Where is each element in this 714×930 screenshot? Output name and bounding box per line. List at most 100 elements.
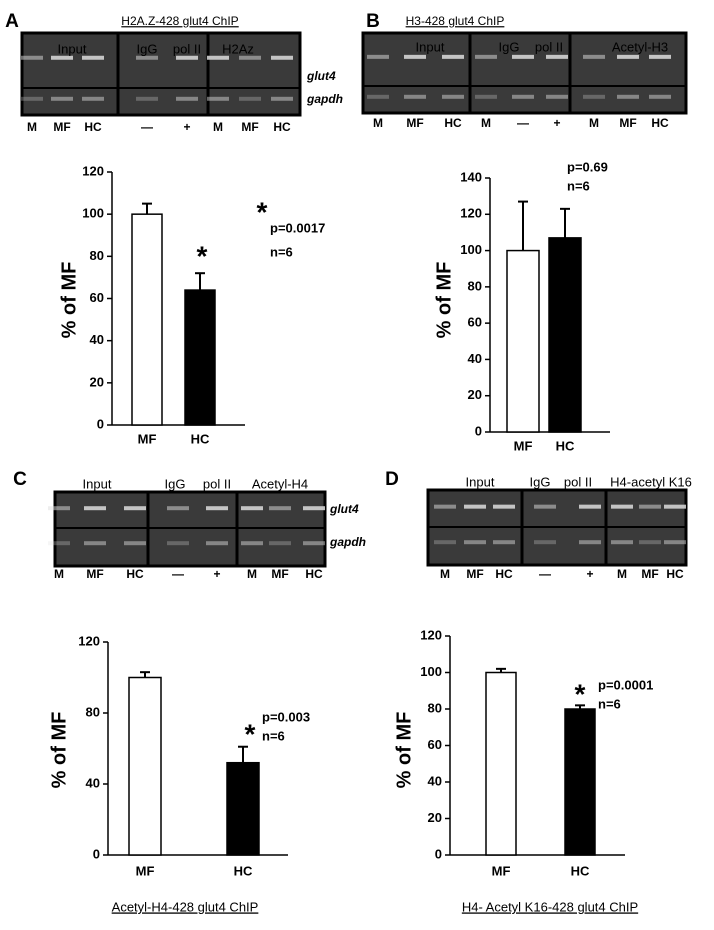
gel-band — [136, 96, 158, 101]
gel-group-label: Input — [416, 39, 445, 54]
gel-band — [664, 504, 686, 509]
lane-label: MF — [406, 116, 423, 130]
lane-label: M — [247, 567, 257, 581]
y-tick-label: 40 — [90, 332, 104, 347]
gel-band — [404, 54, 426, 59]
gel-group-label: IgG — [137, 41, 158, 56]
gel-band — [124, 541, 146, 546]
bar — [564, 708, 596, 856]
gel-band — [611, 540, 633, 545]
gel-band — [434, 540, 456, 545]
bar — [548, 237, 582, 433]
figure-caption: H4- Acetyl K16-428 glut4 ChIP — [462, 899, 638, 914]
annotation: p=0.69 — [567, 159, 608, 174]
gel-band — [167, 506, 189, 511]
gel-group-label: Acetyl-H4 — [252, 476, 308, 491]
gel-row-label: gapdh — [306, 92, 343, 106]
y-tick-label: 120 — [460, 206, 482, 221]
y-tick-label: 120 — [420, 627, 442, 642]
bar — [184, 289, 216, 426]
gel-band — [239, 55, 261, 60]
y-tick-label: 80 — [86, 704, 100, 719]
lane-label: HC — [126, 567, 144, 581]
gel-band — [579, 540, 601, 545]
gel-band — [512, 54, 534, 59]
x-tick-label: HC — [234, 863, 253, 878]
significance-mark: * — [197, 240, 208, 271]
y-tick-label: 40 — [86, 775, 100, 790]
figure-caption: Acetyl-H4-428 glut4 ChIP — [112, 899, 259, 914]
gel-band — [512, 94, 534, 99]
annotation: * — [575, 678, 586, 709]
gel-group-label: pol II — [564, 474, 592, 489]
annotation: * — [257, 196, 268, 227]
gel-group-label: H2Az — [222, 41, 254, 56]
gel-row-label: glut4 — [306, 69, 336, 83]
y-tick-label: 140 — [460, 169, 482, 184]
gel-group-label: Input — [83, 476, 112, 491]
y-tick-label: 80 — [90, 248, 104, 263]
y-tick-label: 20 — [468, 387, 482, 402]
lane-label: — — [172, 567, 184, 581]
gel-band — [617, 94, 639, 99]
gel-band — [534, 504, 556, 509]
gel-band — [167, 541, 189, 546]
gel-image — [361, 31, 688, 115]
gel-band — [241, 541, 263, 546]
bar — [506, 249, 540, 433]
lane-label: — — [141, 120, 153, 134]
y-axis-label: % of MF — [433, 262, 455, 339]
panel-letter: A — [5, 11, 19, 32]
gel-band — [124, 506, 146, 511]
gel-group-label: pol II — [203, 476, 231, 491]
lane-label: M — [589, 116, 599, 130]
gel-band — [51, 96, 73, 101]
y-tick-label: 100 — [82, 206, 104, 221]
lane-label: MF — [271, 567, 288, 581]
lane-label: MF — [86, 567, 103, 581]
gel-band — [48, 506, 70, 511]
y-tick-label: 100 — [420, 664, 442, 679]
gel-group-label: Input — [58, 41, 87, 56]
y-tick-label: 40 — [468, 351, 482, 366]
gel-band — [649, 54, 671, 59]
gel-group-label: IgG — [165, 476, 186, 491]
y-tick-label: 60 — [468, 315, 482, 330]
annotation: n=6 — [262, 728, 285, 743]
gel-band — [269, 541, 291, 546]
gel-band — [649, 94, 671, 99]
gel-band — [303, 506, 325, 511]
lane-label: HC — [444, 116, 462, 130]
gel-band — [464, 540, 486, 545]
bar — [485, 671, 517, 856]
gel-band — [82, 96, 104, 101]
gel-band — [271, 55, 293, 60]
x-tick-label: HC — [571, 863, 590, 878]
lane-label: HC — [305, 567, 323, 581]
y-axis-label: % of MF — [58, 262, 80, 339]
gel-band — [48, 541, 70, 546]
lane-label: — — [517, 116, 529, 130]
y-tick-label: 60 — [90, 290, 104, 305]
bar — [226, 761, 260, 856]
lane-label: M — [54, 567, 64, 581]
annotation: n=6 — [598, 696, 621, 711]
y-tick-label: 80 — [468, 278, 482, 293]
lane-label: HC — [651, 116, 669, 130]
y-tick-label: 0 — [97, 416, 104, 431]
lane-label: MF — [241, 120, 258, 134]
lane-label: M — [440, 567, 450, 581]
gel-row-label: glut4 — [329, 502, 359, 516]
gel-group-label: pol II — [535, 39, 563, 54]
gel-group-label: Acetyl-H3 — [612, 39, 668, 54]
gel-band — [136, 55, 158, 60]
lane-label: MF — [466, 567, 483, 581]
gel-band — [464, 504, 486, 509]
lane-label: M — [373, 116, 383, 130]
y-tick-label: 100 — [460, 242, 482, 257]
gel-band — [206, 541, 228, 546]
gel-band — [639, 504, 661, 509]
gel-band — [84, 506, 106, 511]
gel-band — [176, 96, 198, 101]
